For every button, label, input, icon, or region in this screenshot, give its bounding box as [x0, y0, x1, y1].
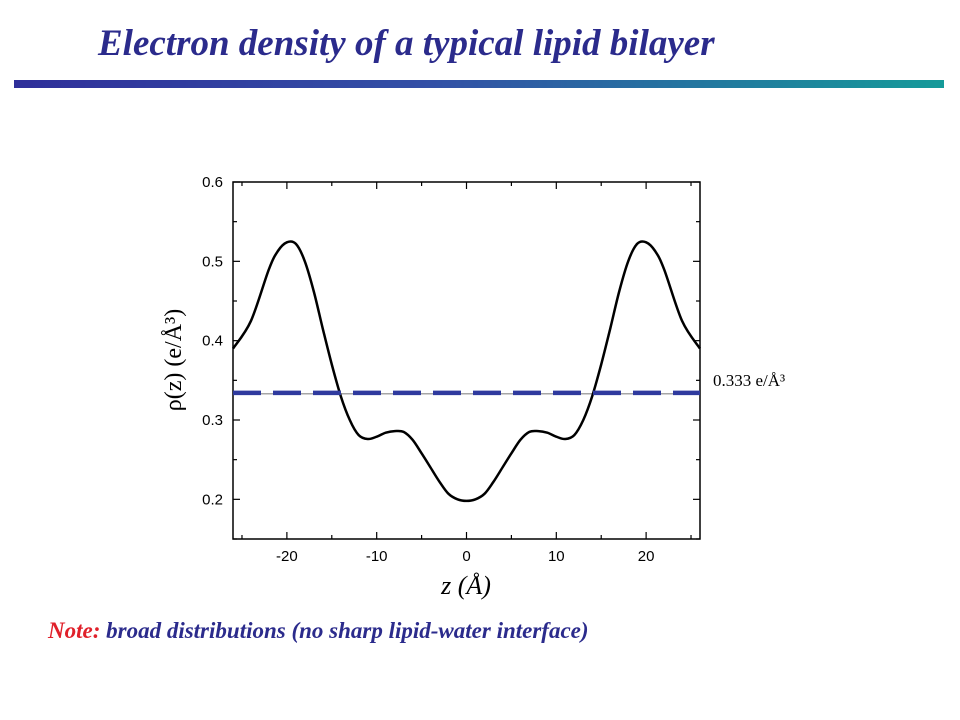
title-divider — [14, 80, 944, 88]
y-tick-label: 0.3 — [202, 412, 223, 429]
note-text: broad distributions (no sharp lipid-wate… — [106, 618, 589, 643]
y-tick-label: 0.2 — [202, 491, 223, 508]
y-tick-label: 0.5 — [202, 253, 223, 270]
x-tick-label: 20 — [638, 548, 655, 565]
x-tick-label: 0 — [462, 548, 470, 565]
reference-line-label: 0.333 e/Å³ — [713, 371, 785, 390]
x-tick-label: -20 — [276, 548, 298, 565]
x-axis-label: z (Å) — [440, 571, 491, 600]
y-tick-label: 0.4 — [202, 333, 223, 350]
y-axis-label: ρ(z) (e/Å³) — [161, 309, 187, 411]
y-tick-label: 0.6 — [202, 174, 223, 191]
plot-frame — [232, 181, 701, 540]
note: Note: broad distributions (no sharp lipi… — [48, 618, 589, 644]
note-label: Note: — [48, 618, 101, 643]
x-tick-label: -10 — [366, 548, 388, 565]
x-tick-label: 10 — [548, 548, 565, 565]
density-curve — [231, 240, 702, 503]
slide-title: Electron density of a typical lipid bila… — [98, 23, 715, 64]
